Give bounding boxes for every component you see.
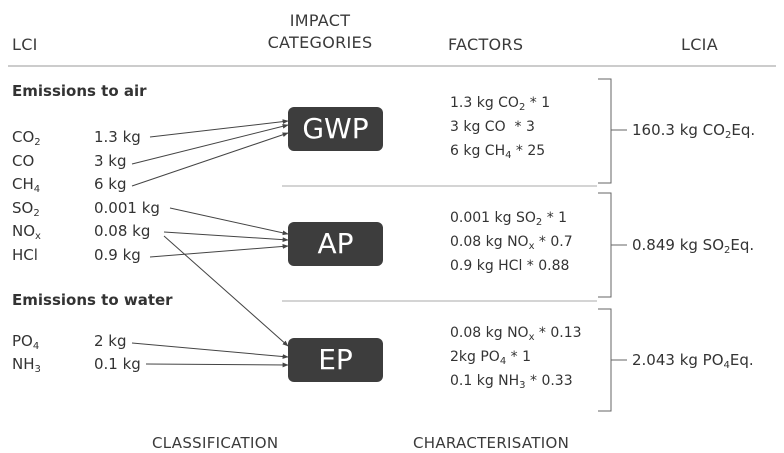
bracket-gwp	[598, 78, 612, 184]
bracket-ap	[598, 192, 612, 298]
arrow-hcl-ap	[149, 244, 289, 258]
substance-label: HCl	[12, 246, 38, 264]
header-lcia: LCIA	[681, 35, 718, 54]
header-lci: LCI	[12, 35, 38, 54]
section-air: Emissions to air	[12, 82, 147, 100]
category-box-gwp: GWP	[288, 107, 383, 151]
factor-line: 2kg PO4 * 1	[450, 349, 532, 367]
section-water: Emissions to water	[12, 291, 173, 309]
footer-characterisation: CHARACTERISATION	[413, 434, 570, 452]
substance-amount: 0.9 kg	[94, 246, 141, 264]
header-impact-categories: IMPACT CATEGORIES	[267, 11, 373, 52]
substance-label: CH4	[12, 175, 41, 195]
arrow-ch4-gwp	[131, 132, 289, 187]
result-ap: 0.849 kg SO2Eq.	[632, 236, 755, 256]
factor-line: 6 kg CH4 * 25	[450, 143, 546, 161]
substance-label: NH3	[12, 355, 41, 375]
category-box-ap: AP	[288, 222, 383, 266]
substance-label: CO2	[12, 128, 41, 148]
substance-label: SO2	[12, 199, 40, 219]
substance-amount: 2 kg	[94, 332, 127, 350]
substance-amount: 0.08 kg	[94, 222, 151, 240]
arrow-nh3-ep	[145, 362, 289, 368]
substance-amount: 0.1 kg	[94, 355, 141, 373]
substance-label: NOx	[12, 222, 41, 242]
header-factors: FACTORS	[448, 35, 524, 54]
factor-line: 0.1 kg NH3 * 0.33	[450, 373, 573, 391]
arrow-po4-ep	[131, 342, 289, 359]
arrow-nox-ep	[163, 235, 289, 347]
factor-line: 3 kg CO * 3	[450, 119, 535, 135]
substance-label: CO	[12, 152, 35, 170]
factor-line: 0.001 kg SO2 * 1	[450, 210, 568, 228]
arrow-co-gwp	[131, 123, 289, 165]
substance-amount: 3 kg	[94, 152, 127, 170]
factor-line: 0.9 kg HCl * 0.88	[450, 258, 570, 274]
footer-classification: CLASSIFICATION	[152, 434, 279, 452]
arrow-so2-ap	[169, 207, 289, 236]
factor-line: 0.08 kg NOx * 0.7	[450, 234, 573, 252]
result-gwp: 160.3 kg CO2Eq.	[632, 121, 756, 141]
category-box-ep: EP	[288, 338, 383, 382]
arrow-nox-ap	[163, 231, 289, 243]
factor-line: 1.3 kg CO2 * 1	[450, 95, 551, 113]
arrow-co2-gwp	[149, 119, 289, 138]
bracket-ep	[598, 308, 612, 412]
substance-amount: 0.001 kg	[94, 199, 160, 217]
factor-line: 0.08 kg NOx * 0.13	[450, 325, 582, 343]
result-ep: 2.043 kg PO4Eq.	[632, 351, 754, 371]
substance-amount: 6 kg	[94, 175, 127, 193]
substance-amount: 1.3 kg	[94, 128, 141, 146]
substance-label: PO4	[12, 332, 40, 352]
